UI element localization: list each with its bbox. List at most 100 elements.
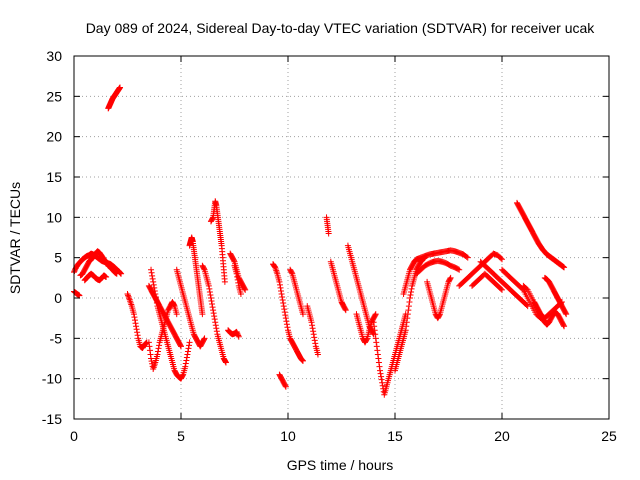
series-gap-arc-4: [304, 303, 321, 358]
data-point: [199, 311, 206, 318]
data-point: [299, 357, 306, 364]
data-point: [147, 351, 154, 358]
y-tick-label: 10: [46, 209, 62, 225]
data-point: [309, 322, 316, 329]
data-point: [182, 363, 189, 370]
data-point: [406, 295, 413, 301]
series-late-arc-15: [541, 274, 570, 318]
data-point: [183, 357, 190, 364]
series-late-arc-8: [424, 274, 454, 322]
data-point: [150, 281, 157, 288]
data-point: [282, 312, 289, 319]
series-spike-5: [186, 234, 206, 318]
data-point: [146, 343, 153, 350]
series-spike-6: [207, 198, 228, 285]
data-point: [149, 275, 156, 282]
data-point: [408, 288, 415, 295]
data-point: [234, 276, 241, 283]
data-point: [212, 319, 219, 326]
data-point: [464, 254, 471, 261]
series-late-arc-6: [400, 247, 471, 297]
series-spike-11: [323, 214, 332, 237]
data-point: [404, 311, 411, 318]
data-point: [206, 285, 213, 292]
x-tick-label: 5: [177, 428, 185, 444]
data-point: [561, 264, 568, 271]
series-gap-arc-2: [276, 371, 289, 390]
data-point: [403, 319, 410, 326]
data-point: [562, 310, 569, 317]
data-point: [308, 319, 315, 326]
series-mid-arc-4: [145, 282, 184, 350]
data-point: [154, 351, 161, 358]
data-point: [209, 215, 216, 222]
x-tick-label: 15: [387, 428, 403, 444]
y-tick-label: -10: [42, 371, 62, 387]
data-point: [279, 293, 286, 300]
data-point: [235, 279, 242, 286]
data-point: [497, 285, 504, 292]
data-point: [201, 335, 208, 342]
data-point: [201, 336, 208, 343]
y-tick-label: 25: [46, 88, 62, 104]
data-point: [342, 306, 349, 313]
chart-title: Day 089 of 2024, Sidereal Day-to-day VTE…: [86, 20, 596, 36]
data-point: [299, 357, 306, 364]
data-point: [288, 269, 295, 276]
data-point: [142, 340, 149, 347]
data-point: [233, 270, 240, 277]
data-point: [242, 286, 249, 293]
data-point: [146, 347, 153, 354]
data-point: [282, 383, 289, 390]
data-point: [325, 230, 332, 237]
data-point: [184, 348, 191, 355]
series-mid-arc-6: [199, 262, 229, 366]
data-point: [133, 326, 140, 333]
data-point: [373, 343, 380, 350]
data-point: [403, 323, 410, 330]
series-late-arc-16: [531, 299, 568, 330]
data-point: [284, 324, 291, 331]
y-tick-label: 5: [54, 250, 62, 266]
data-point: [523, 302, 530, 309]
data-point: [185, 345, 192, 352]
data-point: [155, 345, 162, 352]
data-point: [103, 274, 110, 281]
data-point: [279, 297, 286, 304]
data-point: [374, 351, 381, 358]
data-point: [374, 347, 381, 354]
data-point: [173, 311, 180, 318]
data-point: [280, 303, 287, 310]
data-point: [310, 328, 317, 335]
data-point: [376, 363, 383, 370]
data-point: [276, 281, 283, 288]
data-point: [402, 327, 409, 334]
data-point: [375, 355, 382, 362]
x-axis-label: GPS time / hours: [287, 457, 394, 473]
data-point: [561, 323, 568, 330]
data-point: [563, 311, 570, 318]
data-point: [133, 323, 140, 330]
data-point: [131, 314, 138, 321]
data-point: [311, 337, 318, 344]
series-high-arc: [105, 84, 124, 112]
data-point: [209, 304, 216, 311]
data-point: [235, 333, 242, 340]
x-tick-label: 0: [70, 428, 78, 444]
data-point: [171, 302, 178, 309]
data-points: [71, 84, 570, 398]
data-point: [463, 253, 470, 260]
data-point: [206, 288, 213, 295]
data-point: [497, 255, 504, 262]
data-point: [213, 325, 220, 332]
data-point: [499, 286, 505, 293]
data-point: [125, 292, 132, 299]
series-late-arc-10: [469, 270, 505, 293]
data-point: [134, 332, 141, 339]
grid: [74, 56, 609, 419]
data-point: [183, 354, 190, 361]
data-point: [280, 300, 287, 307]
data-point: [211, 313, 218, 320]
data-point: [205, 282, 212, 289]
